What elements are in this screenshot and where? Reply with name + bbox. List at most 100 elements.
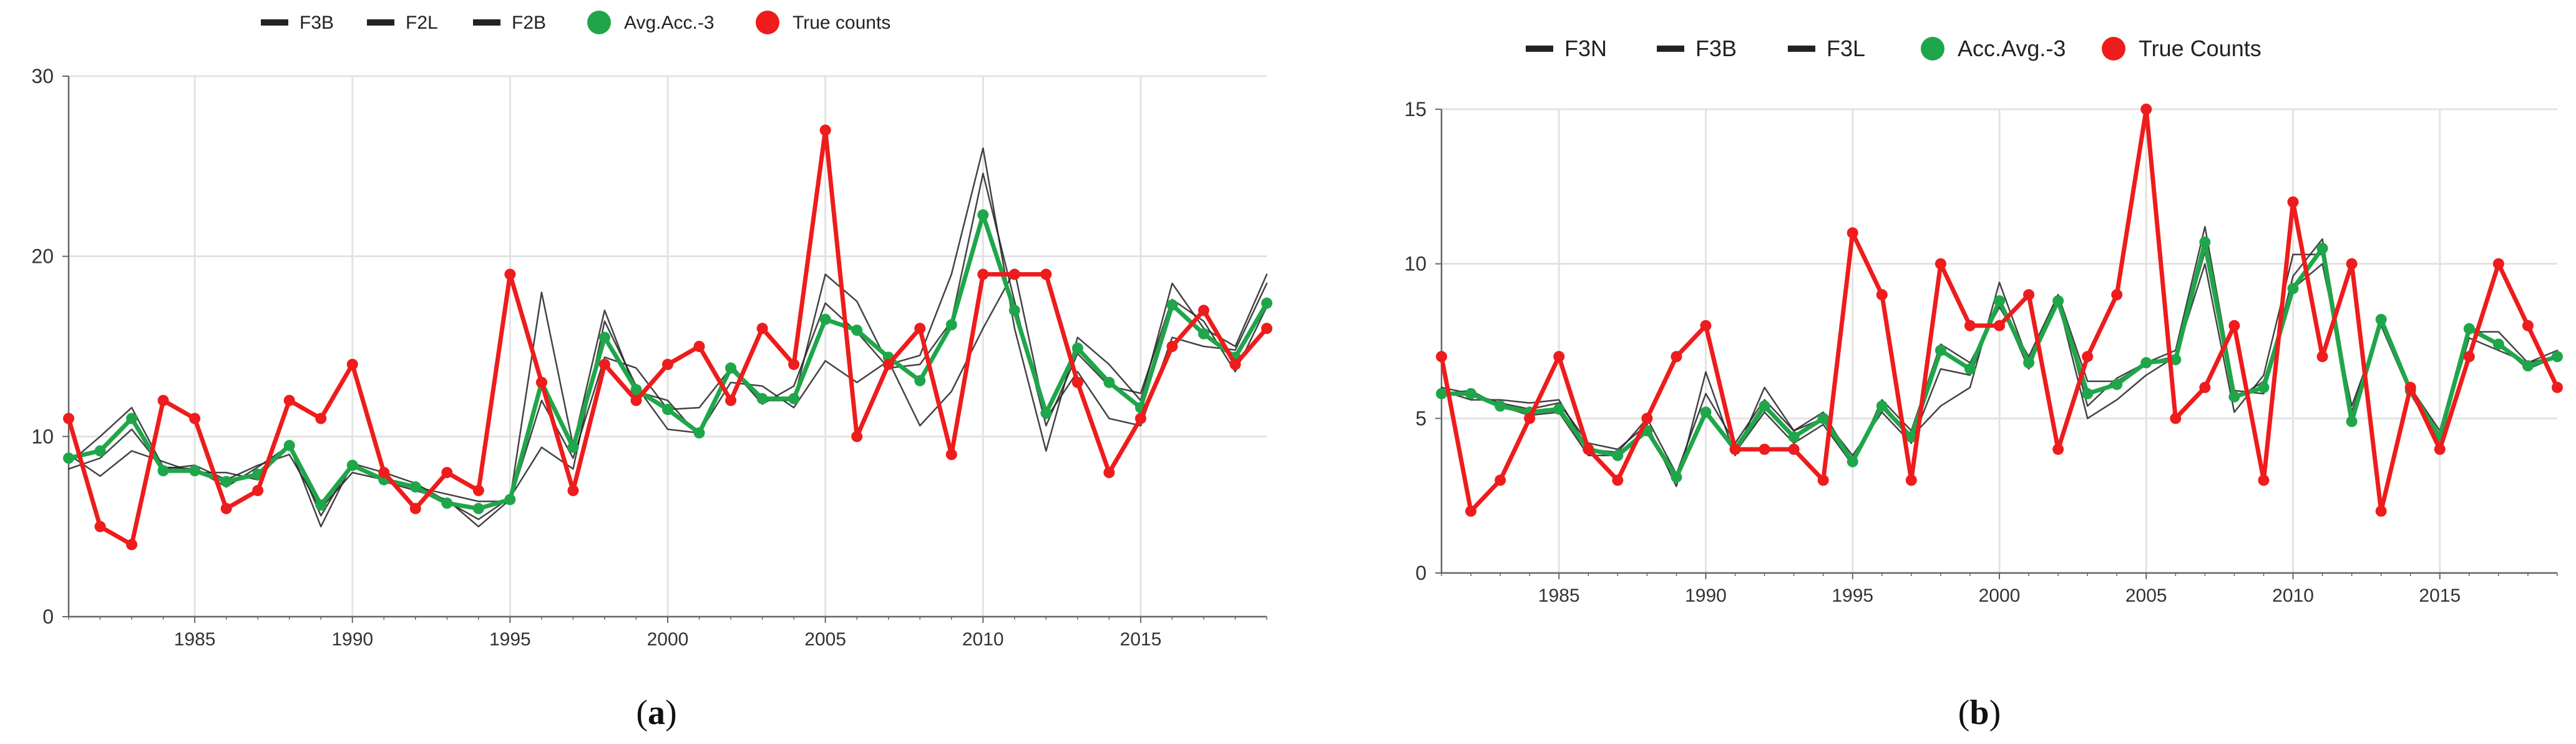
legend-label-f3l: F3L (1827, 36, 1865, 61)
data-point-true-counts (1040, 268, 1052, 280)
data-point-true-counts (441, 467, 453, 479)
data-point-avg-acc-3 (189, 465, 201, 477)
y-tick-label: 20 (31, 245, 54, 268)
data-point-true-counts (2258, 474, 2270, 486)
data-point-acc-avg-3 (2111, 378, 2123, 390)
legend-label-acc-avg-3: Acc.Avg.-3 (1958, 36, 2066, 61)
data-point-avg-acc-3 (945, 319, 957, 331)
gridlines-a (69, 75, 1267, 618)
data-point-true-counts (1166, 341, 1178, 352)
data-point-true-counts (1905, 474, 1917, 486)
legend-swatch-f3n (1526, 46, 1553, 52)
data-point-acc-avg-3 (1465, 388, 1477, 399)
data-point-true-counts (1229, 358, 1241, 370)
data-point-true-counts (1583, 443, 1594, 455)
chart-panel-b: F3N F3B F3L Acc.Avg.-3 True Counts 0 5 10 15 19… (1404, 36, 2563, 606)
data-point-acc-avg-3 (1436, 388, 1447, 399)
x-tick-label: 2005 (2125, 585, 2167, 606)
data-point-true-counts (1876, 289, 1888, 301)
y-tick-label: 0 (42, 605, 54, 628)
data-point-avg-acc-3 (504, 494, 516, 506)
data-point-true-counts (567, 484, 579, 496)
caption-b: (b) (1958, 693, 2001, 732)
data-point-true-counts (378, 467, 390, 479)
x-tick-label: 2010 (962, 629, 1004, 650)
data-point-true-counts (94, 521, 106, 532)
data-point-acc-avg-3 (1817, 413, 1829, 424)
data-point-avg-acc-3 (315, 499, 327, 511)
x-tick-label: 1995 (1832, 585, 1873, 606)
data-point-avg-acc-3 (1008, 305, 1020, 316)
data-point-avg-acc-3 (1261, 297, 1272, 309)
data-point-true-counts (2170, 413, 2182, 424)
data-point-true-counts (2522, 320, 2534, 331)
data-point-true-counts (1847, 227, 1858, 239)
data-point-true-counts (2316, 351, 2328, 363)
data-point-avg-acc-3 (598, 331, 610, 343)
data-point-true-counts (914, 323, 926, 335)
legend-swatch-f3b (1657, 46, 1684, 52)
y-tick-label: 30 (31, 65, 54, 87)
data-point-true-counts (1071, 376, 1083, 388)
data-point-acc-avg-3 (1671, 471, 1682, 483)
x-tick-label: 2015 (2419, 585, 2461, 606)
data-point-true-counts (1700, 320, 1712, 331)
series-group-a (63, 124, 1272, 551)
data-point-true-counts (2404, 381, 2416, 393)
x-tick-label: 1990 (1685, 585, 1727, 606)
caption-a-open: ( (636, 693, 648, 732)
data-point-true-counts (945, 449, 957, 461)
legend-swatch-true-counts (2102, 37, 2125, 61)
data-point-avg-acc-3 (693, 427, 705, 439)
data-point-true-counts (2023, 289, 2035, 301)
caption-a-close: ) (665, 693, 677, 732)
data-point-avg-acc-3 (1198, 328, 1209, 340)
data-point-true-counts (1198, 305, 1209, 316)
data-point-true-counts (725, 394, 737, 406)
data-point-true-counts (1553, 351, 1565, 363)
data-point-avg-acc-3 (157, 465, 169, 477)
data-point-avg-acc-3 (819, 313, 831, 325)
data-point-avg-acc-3 (1166, 299, 1178, 311)
data-point-true-counts (1465, 505, 1477, 517)
data-point-true-counts (2346, 258, 2358, 270)
data-point-avg-acc-3 (346, 459, 358, 471)
data-point-true-counts (1964, 320, 1976, 331)
data-point-true-counts (2228, 320, 2240, 331)
legend-swatch-f2b (473, 19, 500, 26)
data-point-true-counts (283, 394, 295, 406)
axes-b (1435, 109, 2558, 579)
data-point-acc-avg-3 (1964, 363, 1976, 375)
legend-swatch-true-counts (756, 11, 779, 34)
data-point-true-counts (1817, 474, 1829, 486)
data-point-true-counts (1671, 351, 1682, 363)
data-point-true-counts (315, 413, 327, 424)
data-point-true-counts (1008, 268, 1020, 280)
legend-label-avg-acc-3: Avg.Acc.-3 (624, 12, 715, 33)
data-point-true-counts (2552, 381, 2563, 393)
legend-label-f3b: F3B (300, 12, 334, 33)
data-point-true-counts (1934, 258, 1946, 270)
legend-swatch-f2l (367, 19, 394, 26)
data-point-avg-acc-3 (126, 413, 138, 424)
data-point-true-counts (1641, 413, 1653, 424)
data-point-true-counts (977, 268, 989, 280)
data-point-acc-avg-3 (2170, 354, 2182, 366)
data-point-acc-avg-3 (2492, 338, 2504, 350)
data-point-true-counts (409, 502, 421, 514)
data-point-true-counts (1261, 323, 1272, 335)
data-point-avg-acc-3 (283, 439, 295, 451)
y-tick-label: 0 (1415, 562, 1427, 584)
x-tick-label: 2010 (2272, 585, 2314, 606)
data-point-acc-avg-3 (1905, 431, 1917, 443)
axes-a (62, 76, 1267, 623)
data-point-true-counts (2434, 443, 2446, 455)
data-point-true-counts (220, 502, 232, 514)
data-point-true-counts (2199, 381, 2211, 393)
data-point-true-counts (1495, 474, 1506, 486)
data-point-avg-acc-3 (472, 502, 484, 514)
legend-label-f3n: F3N (1564, 36, 1607, 61)
data-point-acc-avg-3 (2052, 295, 2064, 307)
data-point-avg-acc-3 (788, 393, 800, 404)
x-tick-labels-b: 1985 1990 1995 2000 2005 2010 2015 (1538, 585, 2461, 606)
